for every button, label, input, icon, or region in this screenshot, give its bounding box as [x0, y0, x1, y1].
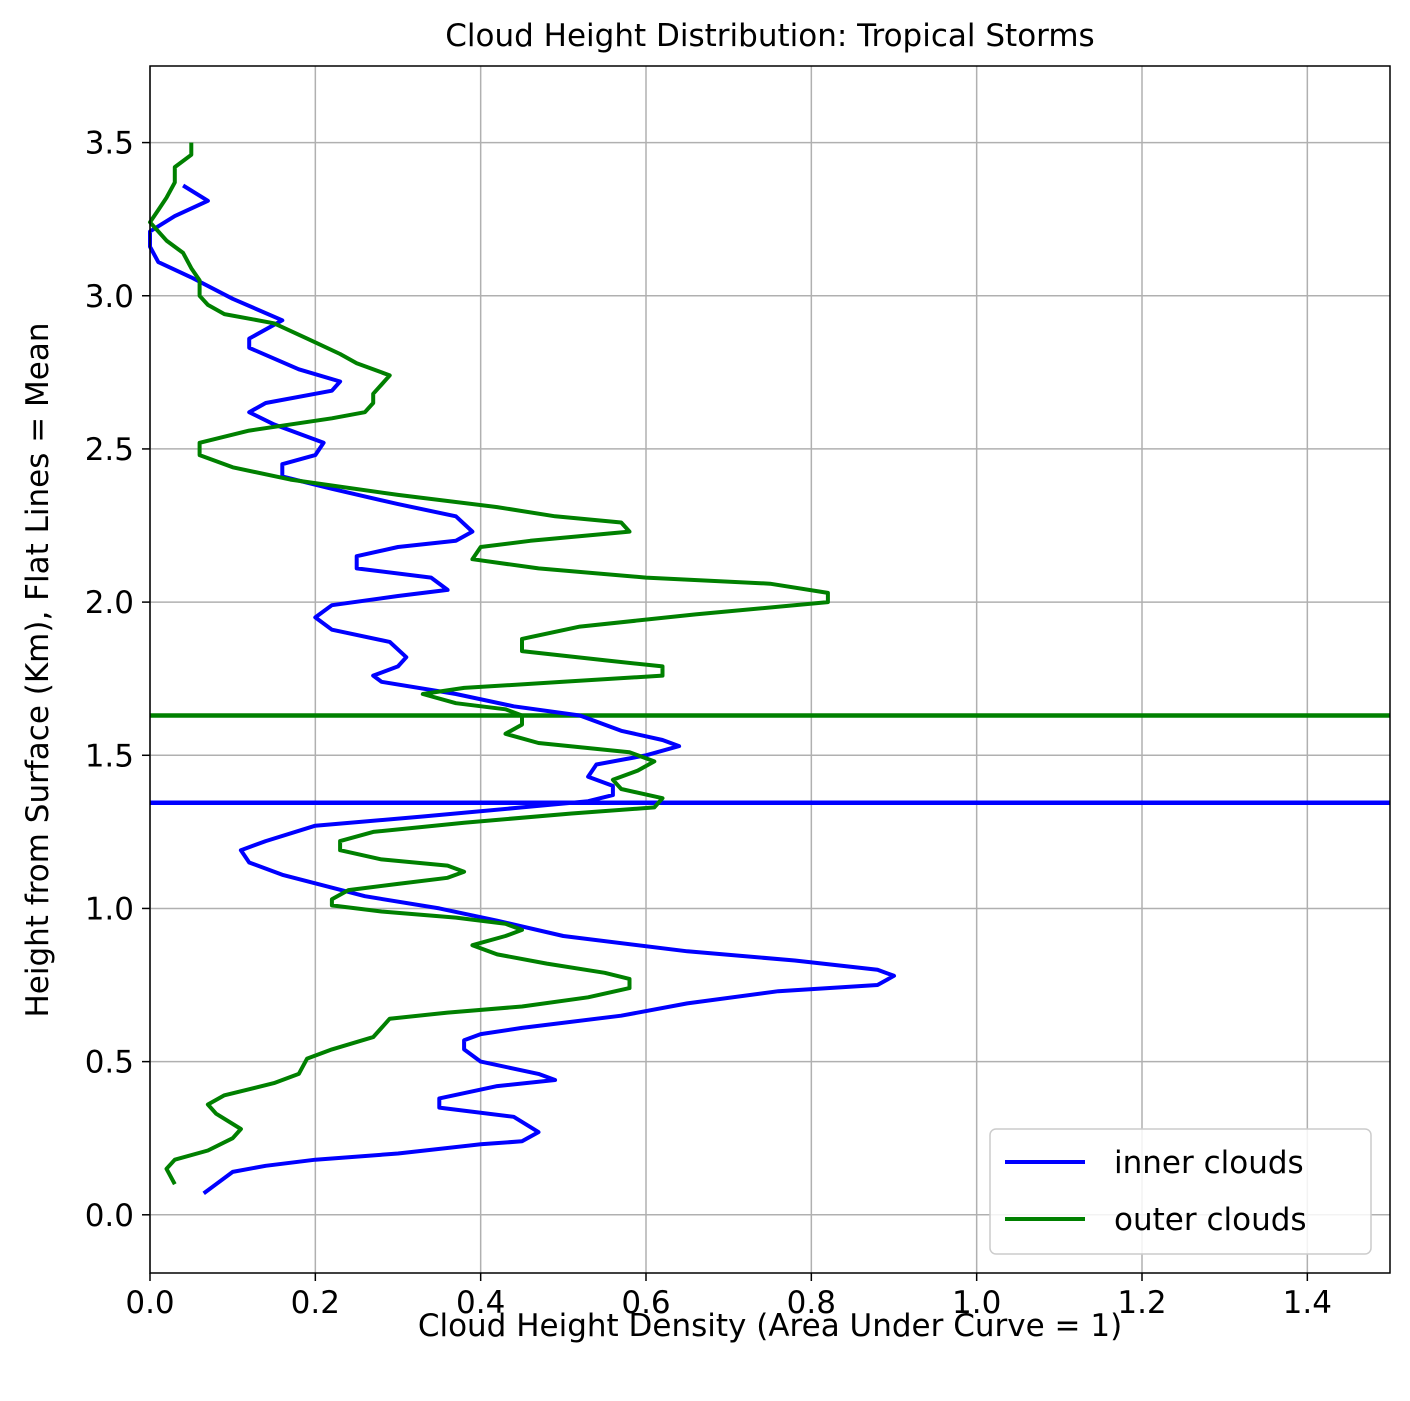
y-tick-label: 1.0: [85, 891, 134, 927]
y-tick-label: 2.0: [85, 585, 134, 621]
series-line-outer: [148, 142, 830, 1186]
y-tick-label: 3.5: [85, 126, 134, 162]
x-tick-label: 0.4: [456, 1285, 505, 1321]
y-ticks: 0.0 0.5 1.0 1.5 2.0 2.5 3.0 3.5: [85, 126, 150, 1234]
x-ticks: 0.0 0.2 0.4 0.6 0.8 1.0 1.2 1.4: [125, 1273, 1332, 1321]
x-axis-label: Cloud Height Density (Area Under Curve =…: [418, 1308, 1122, 1344]
y-tick-label: 0.5: [85, 1045, 134, 1081]
legend-box: [989, 1128, 1372, 1255]
x-tick-label: 1.0: [952, 1285, 1001, 1321]
x-tick-label: 0.2: [291, 1285, 340, 1321]
series-line-inner: [148, 183, 896, 1196]
series-group: [148, 142, 896, 1196]
y-tick-label: 1.5: [85, 738, 134, 774]
x-tick-label: 0.6: [621, 1285, 670, 1321]
plot-frame: [149, 65, 1391, 1274]
y-tick-label: 0.0: [85, 1198, 134, 1234]
x-tick-label: 1.4: [1283, 1285, 1332, 1321]
legend-label-outer: outer clouds: [1114, 1202, 1307, 1238]
x-tick-label: 1.2: [1117, 1285, 1166, 1321]
y-axis-label: Height from Surface (Km), Flat Lines = M…: [20, 322, 56, 1017]
chart-title: Cloud Height Distribution: Tropical Stor…: [445, 18, 1094, 54]
x-tick-label: 0.0: [125, 1285, 174, 1321]
legend: inner clouds outer clouds: [989, 1128, 1372, 1255]
x-tick-label: 0.8: [787, 1285, 836, 1321]
legend-label-inner: inner clouds: [1114, 1145, 1304, 1181]
y-tick-label: 2.5: [85, 432, 134, 468]
mean-lines: [150, 713, 1390, 806]
y-tick-label: 3.0: [85, 279, 134, 315]
grid: [149, 66, 1390, 1273]
